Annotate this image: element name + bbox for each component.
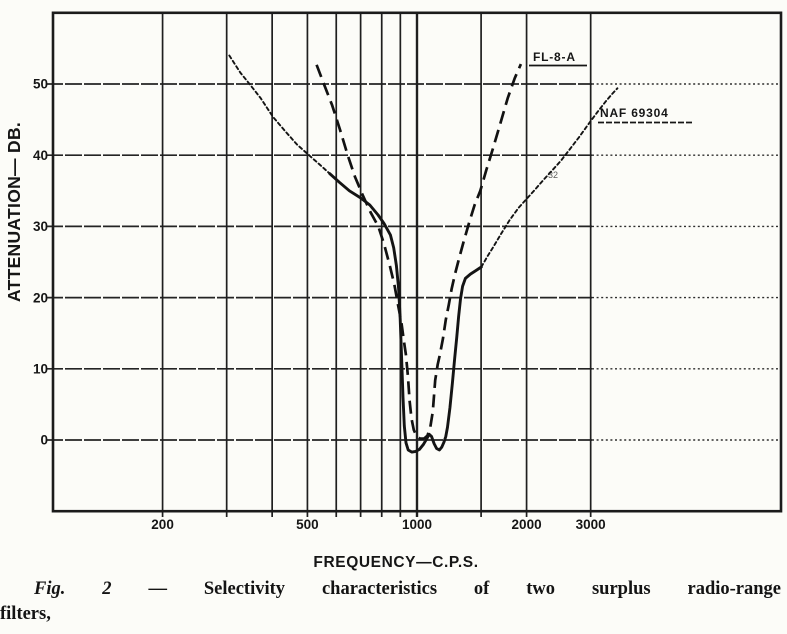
y-tick-label: 0 [40,433,48,448]
grid-layer [46,12,781,517]
figure-number: Fig. 2 [34,579,112,599]
caption-line-2: filters, [0,603,51,624]
y-tick-label: 30 [33,219,48,234]
x-tick-label: 500 [296,517,319,532]
x-tick-label: 200 [151,517,174,532]
caption-separator: — [148,579,167,599]
x-tick-label: 2000 [512,517,542,532]
figure-caption: Fig. 2 — Selectivity characteristics of … [0,577,781,627]
y-tick-label: 40 [33,148,48,163]
x-tick-label: 3000 [576,517,606,532]
print-smudge-artifact: 32 [548,170,558,180]
selectivity-chart: 50 40 30 20 10 0 200 500 1000 2000 3000 ATTENUATIO… [4,11,783,571]
y-axis-title: ATTENUATION— DB. [4,122,24,302]
x-axis-title: FREQUENCY—C.P.S. [313,554,478,571]
curve-naf-69304-segment-2 [480,87,619,268]
plot-frame [51,11,783,513]
caption-text: Selectivity characteristics of two surpl… [203,579,782,599]
y-tick-label: 10 [33,362,48,377]
curve-naf-69304-segment-1 [328,172,483,454]
curves-layer [228,54,619,454]
tick-labels-layer: 50 40 30 20 10 0 200 500 1000 2000 3000 [33,77,606,532]
caption-line-1: Fig. 2 — Selectivity characteristics of … [0,577,781,602]
series-label-fl-8-a: FL-8-A [533,50,576,64]
series-label-naf-69304: NAF 69304 [600,106,669,120]
y-tick-label: 50 [33,77,48,92]
curve-naf-69304-segment-0 [228,54,331,175]
curve-fl-8-a [315,63,523,440]
x-tick-label: 1000 [402,517,432,532]
y-tick-label: 20 [33,290,48,305]
